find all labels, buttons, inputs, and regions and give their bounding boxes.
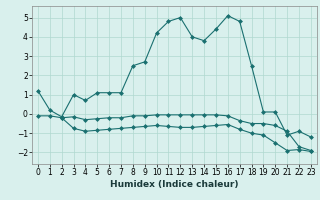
- X-axis label: Humidex (Indice chaleur): Humidex (Indice chaleur): [110, 180, 239, 189]
